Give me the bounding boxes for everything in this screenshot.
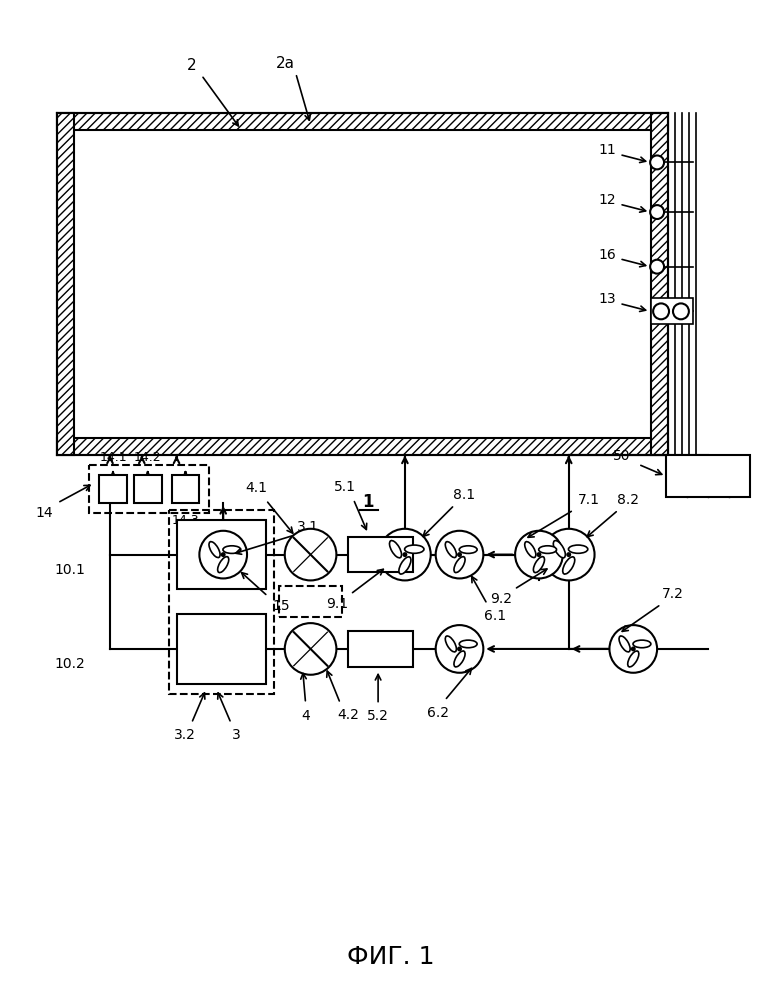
Circle shape	[379, 529, 431, 580]
Text: 6.2: 6.2	[427, 706, 449, 720]
Ellipse shape	[405, 545, 424, 553]
Ellipse shape	[209, 542, 220, 558]
Bar	[57, 113, 668, 130]
Text: 3.2: 3.2	[174, 728, 196, 742]
Text: 6.1: 6.1	[484, 609, 507, 623]
Text: 4.1: 4.1	[245, 481, 267, 495]
Ellipse shape	[460, 546, 477, 553]
Bar	[57, 438, 668, 455]
Bar	[348, 537, 413, 572]
Text: 5.1: 5.1	[334, 480, 356, 494]
Circle shape	[435, 625, 483, 673]
Circle shape	[650, 205, 664, 219]
Bar	[666, 455, 750, 497]
Ellipse shape	[460, 640, 477, 648]
Ellipse shape	[563, 557, 575, 574]
Text: 7.2: 7.2	[662, 587, 684, 601]
Circle shape	[221, 552, 226, 557]
Text: 15: 15	[272, 599, 290, 613]
Bar	[57, 438, 668, 455]
Text: 2a: 2a	[276, 56, 295, 71]
Text: ФИГ. 1: ФИГ. 1	[347, 945, 435, 969]
Ellipse shape	[525, 542, 536, 558]
Ellipse shape	[568, 545, 588, 553]
Bar	[74, 130, 651, 438]
Text: 3.1: 3.1	[297, 520, 319, 534]
Text: 9.1: 9.1	[327, 597, 348, 611]
Bar	[134, 475, 161, 503]
Ellipse shape	[533, 557, 544, 573]
Bar	[651, 113, 668, 455]
Ellipse shape	[628, 651, 639, 667]
Text: 9.2: 9.2	[490, 592, 512, 606]
Circle shape	[402, 552, 407, 557]
Text: 7.1: 7.1	[578, 493, 600, 507]
Circle shape	[653, 303, 669, 319]
Text: 13: 13	[599, 292, 616, 306]
Circle shape	[543, 529, 594, 580]
Bar	[176, 520, 266, 589]
Text: 5.2: 5.2	[367, 709, 389, 723]
Circle shape	[673, 303, 689, 319]
Circle shape	[435, 531, 483, 578]
Circle shape	[457, 646, 462, 651]
Text: 16: 16	[598, 248, 616, 262]
Bar	[348, 631, 413, 667]
Ellipse shape	[619, 636, 630, 652]
Ellipse shape	[554, 541, 565, 558]
Ellipse shape	[454, 651, 465, 667]
Circle shape	[285, 623, 337, 675]
Text: 14.1: 14.1	[99, 451, 127, 464]
Ellipse shape	[399, 557, 411, 574]
Circle shape	[631, 646, 636, 651]
Bar	[176, 614, 266, 684]
Circle shape	[650, 260, 664, 274]
Ellipse shape	[454, 557, 465, 573]
Ellipse shape	[446, 636, 456, 652]
Circle shape	[609, 625, 657, 673]
Bar	[651, 113, 668, 455]
Bar	[57, 113, 668, 130]
Ellipse shape	[218, 557, 229, 573]
Circle shape	[457, 552, 462, 557]
Text: 50: 50	[612, 449, 630, 463]
Bar	[171, 475, 200, 503]
Text: 4.2: 4.2	[337, 708, 359, 722]
Ellipse shape	[446, 542, 456, 558]
Text: 8.1: 8.1	[453, 488, 475, 502]
Bar	[57, 113, 74, 455]
Ellipse shape	[389, 541, 402, 558]
Ellipse shape	[223, 546, 241, 553]
Text: 14.3: 14.3	[171, 514, 200, 527]
Bar	[89, 465, 209, 513]
Text: 12: 12	[599, 193, 616, 207]
Bar	[279, 586, 342, 617]
Text: 1: 1	[363, 493, 374, 511]
Text: 11: 11	[598, 143, 616, 157]
Text: 8.2: 8.2	[617, 493, 639, 507]
Text: 14.2: 14.2	[134, 451, 161, 464]
Text: 10.2: 10.2	[55, 657, 85, 671]
Text: 14: 14	[36, 506, 53, 520]
Bar	[651, 298, 693, 324]
Circle shape	[200, 531, 247, 578]
Text: 10.1: 10.1	[55, 563, 85, 577]
Circle shape	[566, 552, 572, 557]
Circle shape	[285, 529, 337, 580]
Bar	[168, 510, 274, 694]
Circle shape	[536, 552, 541, 557]
Text: 4: 4	[301, 709, 310, 723]
Ellipse shape	[633, 640, 651, 648]
Circle shape	[650, 155, 664, 169]
Circle shape	[515, 531, 563, 578]
Text: 2: 2	[186, 58, 197, 73]
Bar	[57, 113, 74, 455]
Ellipse shape	[539, 546, 557, 553]
Bar	[99, 475, 127, 503]
Text: 3: 3	[232, 728, 240, 742]
